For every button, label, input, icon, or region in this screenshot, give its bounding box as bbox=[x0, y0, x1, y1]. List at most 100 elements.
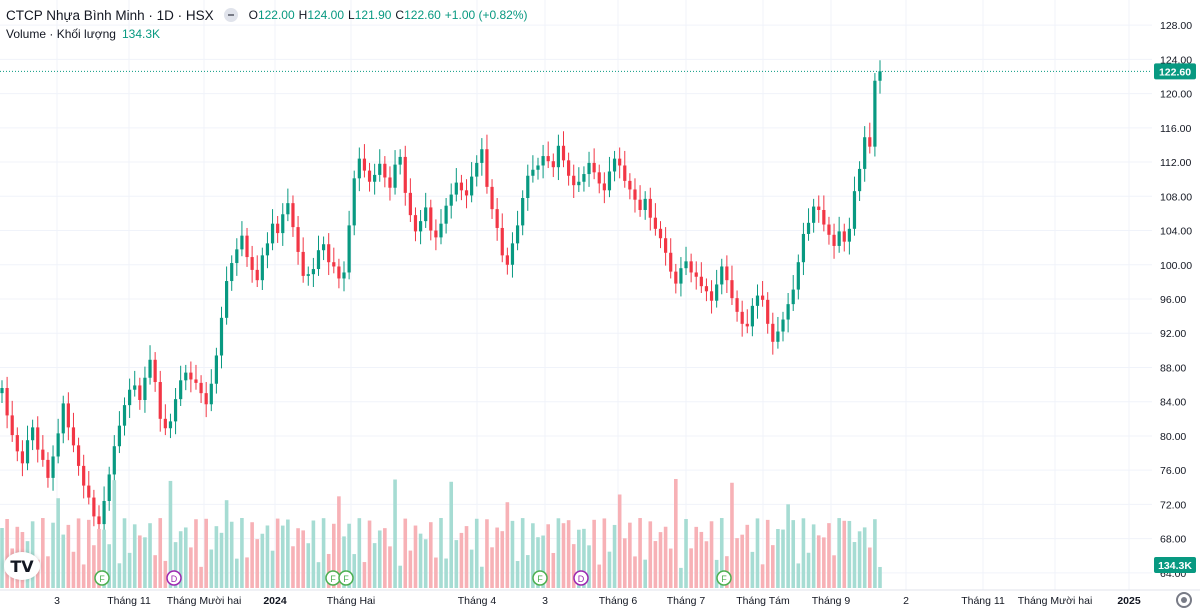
candle-body bbox=[725, 266, 729, 281]
volume-bar bbox=[66, 524, 71, 588]
volume-bar bbox=[776, 528, 780, 588]
volume-legend: Volume · Khối lượng 134.3K bbox=[6, 26, 160, 42]
price-tick-label: 112.00 bbox=[1160, 157, 1191, 169]
volume-bar bbox=[689, 548, 693, 588]
candle-body bbox=[87, 485, 91, 498]
candle-body bbox=[281, 214, 285, 234]
candle-body bbox=[648, 198, 652, 218]
volume-bar bbox=[362, 562, 367, 588]
high-value: 124.00 bbox=[307, 8, 345, 22]
volume-bar bbox=[806, 552, 811, 588]
candle-body bbox=[388, 177, 392, 188]
event-marker-label: F bbox=[721, 574, 727, 584]
volume-bar bbox=[582, 528, 586, 588]
volume-bar bbox=[224, 500, 229, 588]
volume-bar bbox=[321, 518, 326, 588]
candle-body bbox=[842, 231, 846, 242]
eye-icon[interactable] bbox=[223, 8, 238, 22]
gear-icon[interactable] bbox=[1176, 592, 1192, 608]
volume-bar bbox=[480, 566, 484, 588]
volume-bar bbox=[454, 540, 459, 588]
candle-body bbox=[20, 451, 25, 464]
candle-body bbox=[184, 372, 188, 381]
candle-body bbox=[373, 174, 377, 182]
volume-bar bbox=[148, 523, 152, 588]
volume-bar bbox=[551, 552, 556, 588]
candle-body bbox=[449, 194, 453, 206]
event-marker-label: F bbox=[537, 574, 543, 584]
volume-bar bbox=[235, 558, 239, 588]
volume-bar bbox=[617, 494, 622, 588]
candle-body bbox=[653, 217, 657, 229]
volume-bar bbox=[873, 519, 877, 588]
candle-body bbox=[138, 385, 142, 400]
candle-body bbox=[694, 272, 698, 277]
volume-bar bbox=[745, 524, 750, 588]
candle-body bbox=[515, 225, 520, 244]
price-tick-label: 104.00 bbox=[1160, 226, 1192, 238]
volume-bar bbox=[842, 520, 847, 588]
candle-body bbox=[153, 359, 157, 383]
candle-body bbox=[5, 388, 9, 416]
symbol-title[interactable]: CTCP Nhựa Bình Minh · 1D · HSX bbox=[6, 7, 214, 23]
volume-bar bbox=[837, 518, 841, 588]
volume-bar bbox=[332, 523, 336, 588]
volume-bar bbox=[347, 523, 351, 588]
candle-body bbox=[301, 251, 305, 276]
candle-body bbox=[669, 252, 673, 272]
volume-bar bbox=[423, 539, 428, 588]
volume-bar bbox=[546, 524, 550, 588]
candle-body bbox=[413, 215, 418, 232]
candle-body bbox=[490, 186, 494, 210]
candle-body bbox=[464, 190, 469, 196]
volume-bar bbox=[194, 519, 198, 588]
candle-body bbox=[720, 266, 724, 285]
candle-body bbox=[607, 171, 612, 191]
volume-bar bbox=[515, 561, 520, 588]
event-marker-label: D bbox=[171, 574, 178, 584]
candle-body bbox=[597, 172, 601, 184]
high-key: H bbox=[298, 8, 308, 22]
volume-bar bbox=[117, 563, 122, 588]
volume-bar bbox=[771, 545, 775, 588]
candle-body bbox=[760, 295, 765, 300]
volume-bar bbox=[719, 518, 724, 588]
volume-bar bbox=[852, 542, 857, 588]
candle-body bbox=[577, 181, 581, 186]
candle-body bbox=[225, 281, 229, 318]
volume-bar bbox=[275, 518, 280, 588]
candle-body bbox=[102, 500, 106, 525]
tradingview-logo-icon[interactable]: TV bbox=[4, 552, 40, 580]
candle-body bbox=[771, 323, 775, 342]
volume-label[interactable]: Volume · Khối lượng bbox=[6, 27, 116, 41]
volume-bar bbox=[0, 528, 4, 588]
volume-bar bbox=[260, 533, 265, 588]
volume-bar bbox=[668, 548, 673, 588]
volume-bar bbox=[178, 531, 183, 588]
candle-body bbox=[679, 268, 683, 284]
candle-body bbox=[628, 180, 632, 190]
candle-body bbox=[260, 255, 264, 281]
candle-body bbox=[429, 207, 433, 231]
volume-bar bbox=[199, 566, 203, 588]
volume-bar bbox=[638, 518, 642, 588]
candle-body bbox=[332, 262, 336, 267]
candle-body bbox=[684, 261, 688, 269]
volume-bar bbox=[138, 535, 142, 588]
event-marker-label: F bbox=[99, 574, 105, 584]
volume-bar bbox=[847, 520, 852, 588]
candle-body bbox=[755, 295, 760, 306]
volume-bar bbox=[505, 502, 510, 588]
volume-bar bbox=[270, 550, 275, 588]
volume-bar bbox=[684, 519, 688, 588]
volume-bar bbox=[536, 537, 540, 588]
volume-bar bbox=[393, 479, 397, 588]
candle-body bbox=[704, 286, 709, 292]
volume-bar bbox=[459, 532, 464, 588]
candle-body bbox=[852, 191, 857, 229]
volume-bar bbox=[791, 520, 796, 588]
volume-bar bbox=[189, 547, 193, 588]
price-tick-label: 128.00 bbox=[1160, 20, 1192, 32]
